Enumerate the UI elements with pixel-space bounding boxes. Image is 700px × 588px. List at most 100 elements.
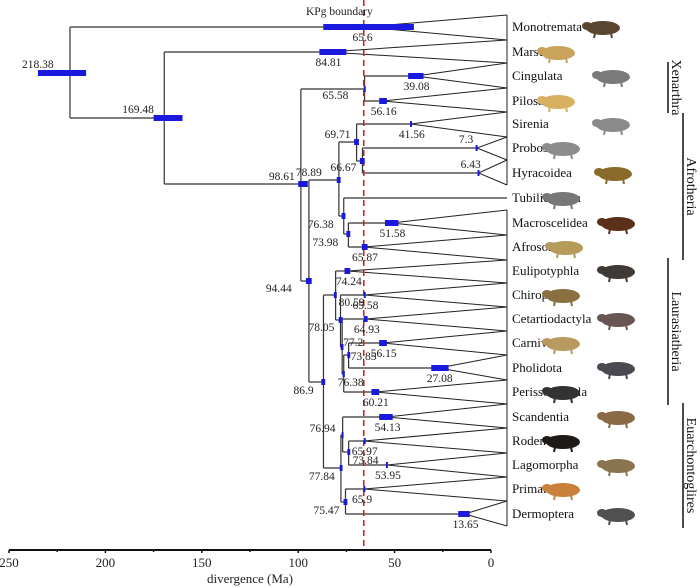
elephant-icon	[542, 142, 580, 160]
hpd-bar-chiroptera	[363, 292, 366, 298]
taxon-label-pholidota: Pholidota	[512, 360, 562, 375]
head	[545, 242, 555, 250]
head	[597, 509, 607, 517]
hpd-bar-pholidota	[431, 365, 449, 371]
leg	[570, 348, 573, 355]
body	[601, 508, 635, 522]
proboscis-monkey-icon	[542, 483, 580, 501]
hpd-bar-xenarthra	[363, 86, 366, 92]
node-age-label: 76.94	[310, 423, 336, 435]
hpd-bar-marsupialia	[319, 49, 347, 55]
body	[601, 217, 635, 231]
crown-age-label: 60.21	[363, 397, 389, 409]
node-age-label: 78.05	[309, 322, 335, 334]
hpd-bar-afrosoricida	[361, 244, 368, 250]
superorder-label-laurasiatheria: Laurasiatheria	[668, 291, 683, 372]
leg	[553, 494, 556, 501]
hpd-bar-proboscidea	[475, 145, 478, 151]
colugo-icon	[597, 508, 635, 526]
leg	[553, 348, 556, 355]
hpd-bar-scrotifera	[338, 317, 343, 323]
leg	[625, 422, 628, 429]
leg	[608, 470, 611, 477]
hpd-bar-sirenia	[410, 121, 413, 127]
quoll-icon	[537, 46, 575, 64]
golden-mole-icon	[545, 241, 583, 259]
taxon-label-scandentia: Scandentia	[512, 409, 569, 424]
leg	[553, 153, 556, 160]
bat-icon	[542, 289, 580, 307]
elephant-shrew-icon	[597, 217, 635, 235]
pygmy-hippo-icon	[597, 313, 635, 331]
clade-triangle	[382, 87, 508, 113]
hpd-bar-n9444	[305, 278, 312, 284]
x-tick-label: 100	[288, 555, 308, 570]
node-age-label: 76.38	[308, 219, 334, 231]
clade-triangle	[386, 452, 508, 478]
head	[597, 363, 607, 371]
body	[541, 46, 575, 60]
clade-triangle	[475, 136, 508, 161]
hpd-bar-euarchonta	[343, 499, 348, 505]
clade-triangle	[364, 282, 508, 308]
leg	[608, 519, 611, 526]
leg	[625, 373, 628, 380]
clade-triangle	[477, 159, 508, 186]
hpd-bar-theria	[153, 115, 183, 121]
rabbit-icon	[597, 459, 635, 477]
hpd-bar-placentalia	[298, 181, 308, 187]
hpd-bar-rodentia	[363, 438, 366, 444]
head	[542, 338, 552, 346]
node-age-label: 86.9	[293, 385, 313, 397]
node-age-label: 73.84	[353, 455, 379, 467]
node-age-label: 169.48	[122, 104, 154, 116]
body	[546, 483, 580, 497]
hedgehog-icon	[597, 265, 635, 283]
crown-age-label: 65.9	[352, 494, 372, 506]
crown-age-label: 51.58	[380, 228, 406, 240]
crown-age-label: 54.13	[375, 422, 401, 434]
hpd-bar-carnivora	[379, 340, 387, 346]
body	[601, 265, 635, 279]
node-age-label: 218.38	[22, 59, 54, 71]
leg	[570, 446, 573, 453]
head	[597, 460, 607, 468]
leg	[570, 397, 573, 404]
node-age-labels: 218.38 169.48 98.61 65.58 94.44 78.89 69.71 66.…	[22, 32, 481, 531]
hpd-bar-laurasiatheria	[333, 292, 337, 298]
hpd-bar-macroscelidea	[384, 220, 399, 226]
leg	[608, 373, 611, 380]
hpd-bar-afrotheria	[336, 177, 341, 183]
node-age-label: 69.71	[325, 129, 351, 141]
body	[546, 192, 580, 206]
head	[582, 22, 592, 30]
crown-age-label: 13.65	[453, 519, 479, 531]
crown-age-label: 53.95	[375, 470, 401, 482]
node-age-label: 77.2	[343, 337, 363, 349]
crown-age-label: 65.87	[352, 252, 378, 264]
taxon-label-monotremata: Monotremata	[512, 19, 582, 34]
leg	[565, 57, 568, 64]
crown-age-label: 84.81	[315, 57, 341, 69]
hpd-bar-dermoptera	[458, 511, 470, 517]
body	[546, 337, 580, 351]
leg	[570, 494, 573, 501]
head	[594, 168, 604, 176]
hpd-bar-cingulata	[408, 73, 424, 79]
taxon-label-hyracoidea: Hyracoidea	[512, 165, 572, 180]
hpd-bar-afroinsectiphilia	[341, 213, 346, 219]
crown-age-label: 65.97	[352, 446, 378, 458]
node-age-label: 77.84	[309, 471, 335, 483]
leg	[570, 300, 573, 307]
hpd-bar-euarchontoglires	[339, 465, 343, 471]
crown-age-label: 74.24	[336, 276, 362, 288]
crown-age-label: 56.16	[371, 106, 397, 118]
head	[597, 266, 607, 274]
branches	[69, 26, 507, 515]
zebra-icon	[542, 386, 580, 404]
head	[542, 193, 552, 201]
body	[546, 289, 580, 303]
hpd-bar-pilosa	[379, 98, 387, 104]
body	[601, 411, 635, 425]
leg	[608, 422, 611, 429]
